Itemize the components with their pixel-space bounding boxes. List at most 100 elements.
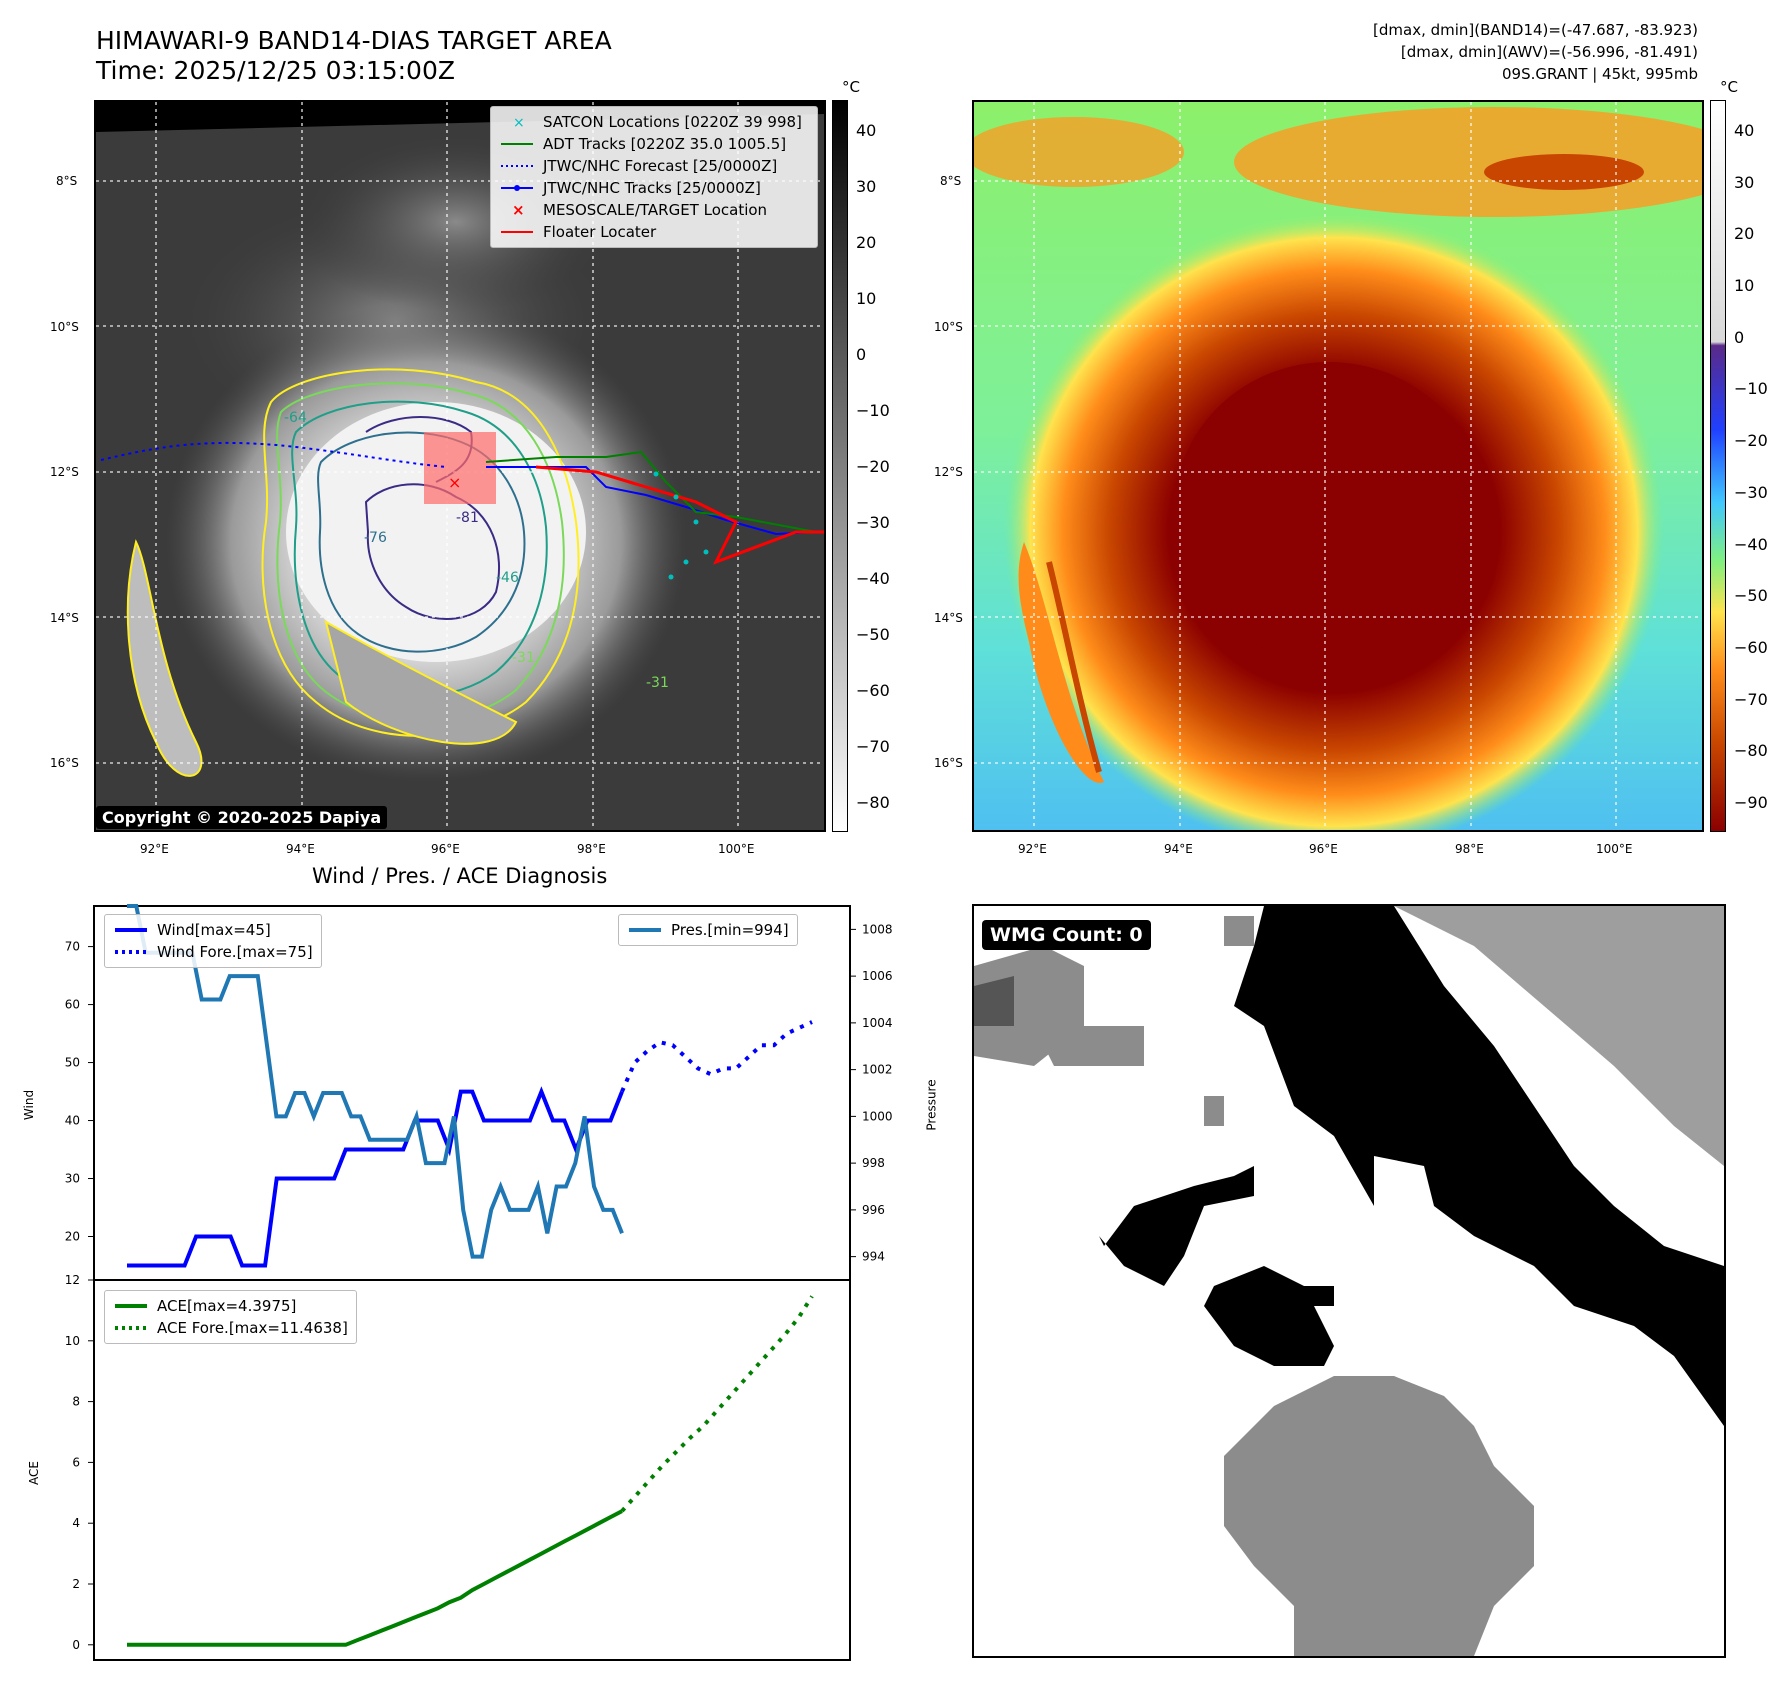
colorbar-tick: 0 xyxy=(856,345,867,364)
lon-label: 96°E xyxy=(1309,842,1338,856)
wind-forecast-line xyxy=(620,1020,813,1093)
ace-line xyxy=(127,1509,623,1647)
colorbar-tick: −60 xyxy=(856,681,890,700)
pres-tick-label: 994 xyxy=(862,1250,885,1264)
adt-line-icon xyxy=(501,143,533,145)
lat-label: 8°S xyxy=(940,174,962,188)
wind-line-icon xyxy=(115,928,147,932)
colorbar-tick: −90 xyxy=(1734,793,1768,812)
target-area-box xyxy=(424,432,496,504)
colorbar-tick: −30 xyxy=(1734,482,1768,502)
lon-label: 96°E xyxy=(431,842,460,856)
colorbar-tick: −80 xyxy=(856,793,890,812)
colorbar-tick: −80 xyxy=(1734,741,1768,761)
legend-row: Wind Fore.[max=75] xyxy=(113,941,313,963)
wind-tick-label: 70 xyxy=(65,940,80,954)
ace-legend: ACE[max=4.3975] ACE Fore.[max=11.4638] xyxy=(104,1290,357,1344)
pres-tick-label: 1004 xyxy=(862,1016,893,1030)
wind-tick-label: 40 xyxy=(65,1114,80,1128)
awv-map-panel xyxy=(972,100,1704,832)
colorbar-tick: −30 xyxy=(856,513,890,532)
ace-tick-label: 6 xyxy=(72,1455,80,1469)
colorbar-tick: −70 xyxy=(1734,689,1768,709)
target-marker: × xyxy=(448,473,461,492)
map-legend: × SATCON Locations [0220Z 39 998] ADT Tr… xyxy=(490,106,818,248)
figure-title-line1: HIMAWARI-9 BAND14-DIAS TARGET AREA xyxy=(96,26,612,55)
floater-track xyxy=(535,465,824,565)
colorbar-tick: −10 xyxy=(856,401,890,420)
forecast-track xyxy=(100,441,447,468)
colorbar-tick: −40 xyxy=(856,569,890,588)
wind-tick-label: 20 xyxy=(65,1230,80,1244)
lon-label: 98°E xyxy=(577,842,606,856)
contour-label: -31 xyxy=(512,650,535,666)
colorbar-tick: −40 xyxy=(1734,534,1768,554)
ace-ylabel: ACE xyxy=(26,1461,41,1485)
ace-forecast-line xyxy=(620,1295,814,1513)
colorbar-tick: −70 xyxy=(856,737,890,756)
contour-label: -31 xyxy=(646,675,669,691)
copyright-badge: Copyright © 2020-2025 Dapiya xyxy=(96,806,388,829)
legend-label: Wind Fore.[max=75] xyxy=(157,943,313,961)
pres-legend: Pres.[min=994] xyxy=(618,914,798,946)
wind-ylabel: Wind xyxy=(22,1089,37,1121)
floater-line-icon xyxy=(501,231,533,233)
ace-tick-label: 4 xyxy=(72,1516,80,1530)
colorbar-tick: 10 xyxy=(1734,276,1755,296)
ace-tick-label: 10 xyxy=(65,1334,80,1348)
wind-fore-icon xyxy=(115,950,147,954)
pres-tick-label: 1008 xyxy=(862,922,893,936)
legend-row: × SATCON Locations [0220Z 39 998] xyxy=(499,111,809,133)
colorbar-right-unit: °C xyxy=(1720,78,1738,96)
colorbar-right xyxy=(1710,100,1726,832)
lon-label: 92°E xyxy=(1018,842,1047,856)
pressure-line xyxy=(127,904,624,1259)
legend-row: JTWC/NHC Forecast [25/0000Z] xyxy=(499,155,809,177)
pres-tick-label: 998 xyxy=(862,1156,885,1170)
lat-label: 10°S xyxy=(934,320,963,334)
colorbar-tick: −10 xyxy=(1734,379,1768,399)
info-line1: [dmax, dmin](BAND14)=(-47.687, -83.923) xyxy=(1373,21,1698,39)
colorbar-tick: −20 xyxy=(856,457,890,476)
wmg-panel xyxy=(972,904,1726,1658)
ace-fore-icon xyxy=(115,1326,147,1330)
colorbar-tick: 30 xyxy=(856,177,877,196)
wind-line xyxy=(127,1086,624,1268)
contour-label: -81 xyxy=(456,510,479,526)
colorbar-tick: 0 xyxy=(1734,327,1745,347)
lat-label: 16°S xyxy=(50,756,79,770)
legend-row: Wind[max=45] xyxy=(113,919,313,941)
lat-label: 8°S xyxy=(56,174,78,188)
wmg-count-badge: WMG Count: 0 xyxy=(982,920,1151,950)
lat-label: 16°S xyxy=(934,756,963,770)
contour-label: -76 xyxy=(364,530,387,546)
lat-label: 12°S xyxy=(50,465,79,479)
legend-row: Floater Locater xyxy=(499,221,809,243)
satcon-x-icon: × xyxy=(513,115,525,131)
lat-label: 12°S xyxy=(934,465,963,479)
pres-tick-label: 1002 xyxy=(862,1063,893,1077)
colorbar-left xyxy=(832,100,848,832)
colorbar-left-unit: °C xyxy=(842,78,860,96)
adt-track xyxy=(485,450,817,533)
lon-label: 92°E xyxy=(140,842,169,856)
wind-tick-label: 50 xyxy=(65,1056,80,1070)
info-line2: [dmax, dmin](AWV)=(-56.996, -81.491) xyxy=(1400,43,1698,61)
figure-title-line2: Time: 2025/12/25 03:15:00Z xyxy=(96,56,455,85)
ace-line-icon xyxy=(115,1304,147,1308)
lon-label: 94°E xyxy=(1164,842,1193,856)
diagnosis-chart: 7060504030201008100610041002100099899699… xyxy=(65,904,893,1661)
lon-label: 98°E xyxy=(1455,842,1484,856)
legend-label: ADT Tracks [0220Z 35.0 1005.5] xyxy=(543,135,787,153)
legend-label: ACE[max=4.3975] xyxy=(157,1297,297,1315)
ace-tick-label: 8 xyxy=(72,1395,80,1409)
pressure-ylabel: Pressure xyxy=(924,1079,939,1131)
wind-tick-label: 60 xyxy=(65,998,80,1012)
wind-tick-label: 30 xyxy=(65,1172,80,1186)
colorbar-tick: −50 xyxy=(1734,586,1768,606)
legend-label: ACE Fore.[max=11.4638] xyxy=(157,1319,348,1337)
wmg-image xyxy=(974,906,1724,1656)
track-line-icon xyxy=(501,185,533,191)
pres-tick-label: 1000 xyxy=(862,1109,893,1123)
legend-row: ADT Tracks [0220Z 35.0 1005.5] xyxy=(499,133,809,155)
